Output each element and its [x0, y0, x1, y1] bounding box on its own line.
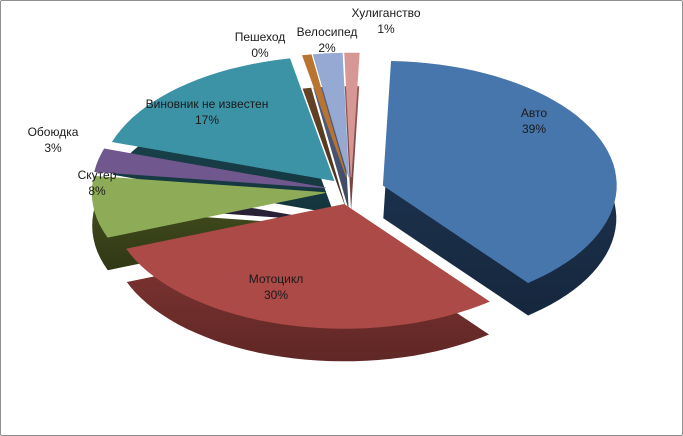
pie-slice-oboyudka[interactable]	[94, 148, 326, 189]
pie-slice-skuter[interactable]	[91, 175, 326, 238]
pie-slice-peshehod[interactable]	[302, 54, 347, 178]
pie-slice-velosiped[interactable]	[312, 52, 350, 178]
pie-slice-motocikl[interactable]	[126, 203, 490, 329]
pie-slices-group	[91, 52, 617, 362]
pie-slice-avto[interactable]	[382, 60, 617, 283]
pie-slice-huliganstvo[interactable]	[344, 52, 360, 178]
pie-slice-vinovnik-ne-izvesten[interactable]	[111, 58, 335, 182]
